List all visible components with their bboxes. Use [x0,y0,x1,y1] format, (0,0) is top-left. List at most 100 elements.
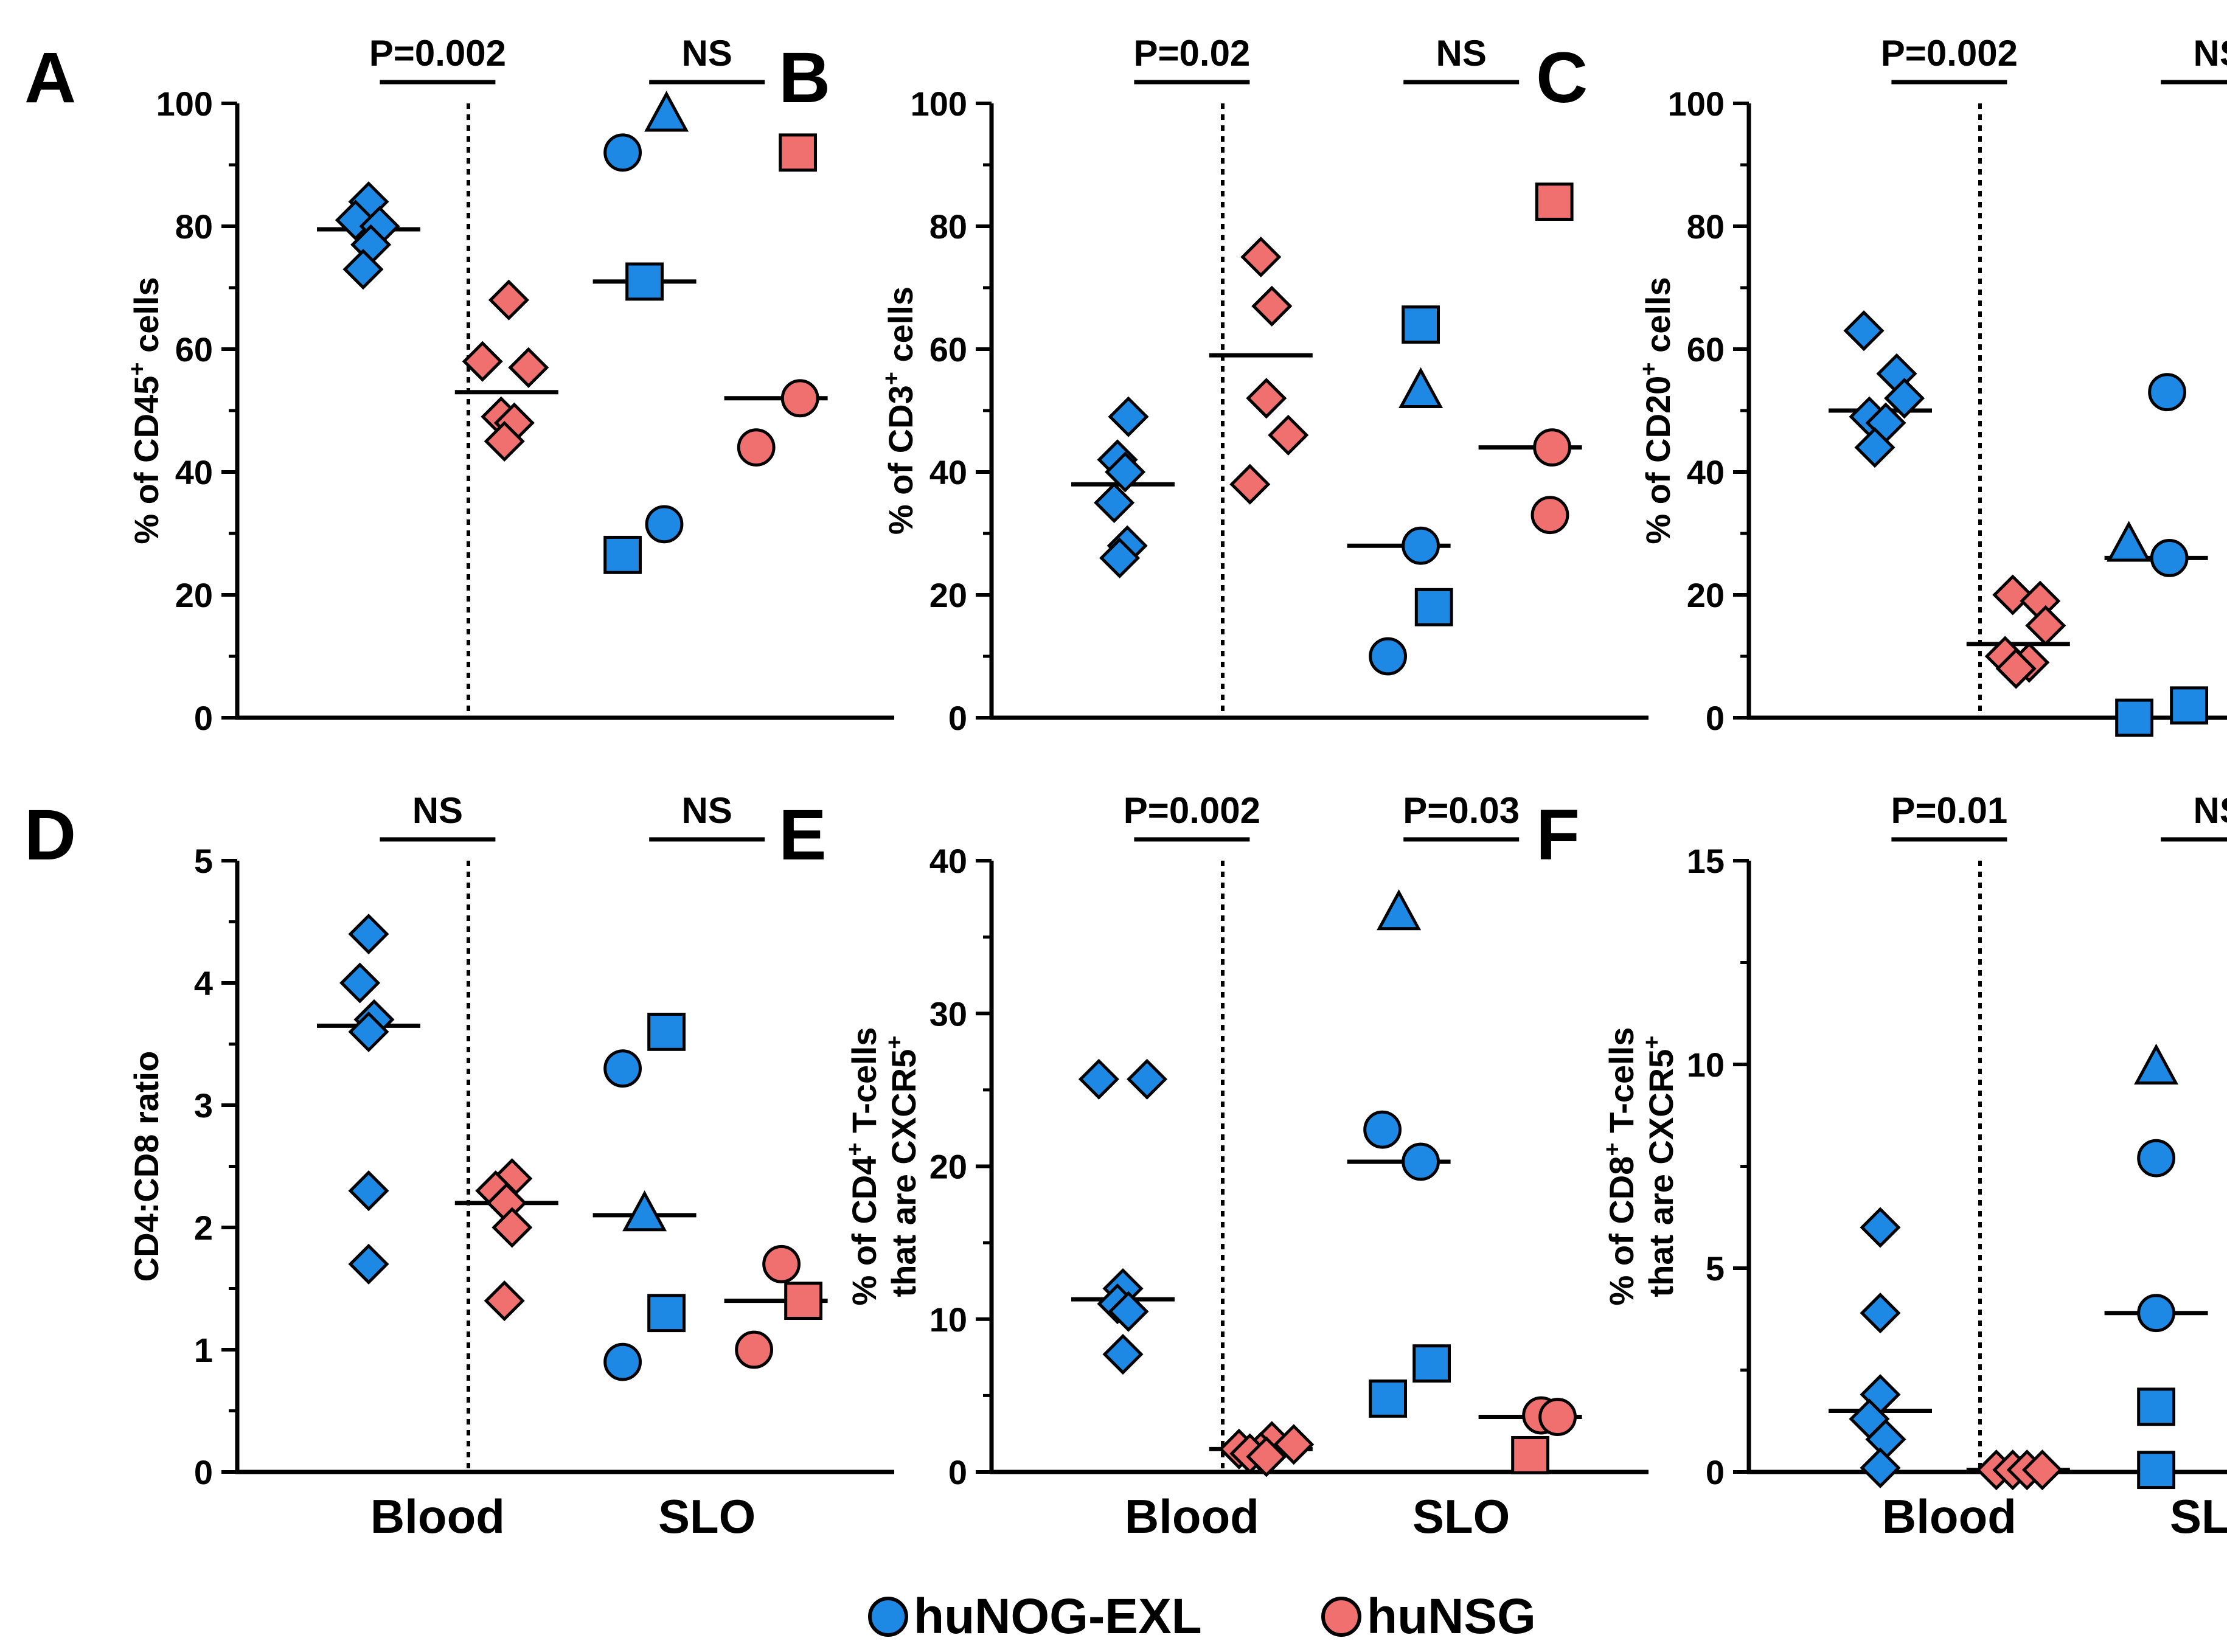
panel-a: A 0 20 40 60 80 100 % of CD45+ cells P=0.002 NS [24,33,894,737]
y-axis-label-part-2: cells [1639,277,1677,362]
data-point-diamond [1854,427,1895,468]
y-axis-label-line2: that are CXCR5+ [882,1036,923,1297]
data-point-diamond [2025,605,2066,647]
data-point-square [779,133,817,172]
p-value-label: NS [412,790,463,831]
y-tick-label: 40 [1687,453,1725,491]
data-point-diamond [339,962,381,1004]
y-axis-label-line2-part-0: that are CXCR5 [1642,1049,1680,1297]
y-axis-label: % of CD20+ cells [1636,277,1677,544]
legend-marker [868,1597,908,1637]
x-group-label: SLO [658,1490,756,1543]
data-point-circle [1538,1398,1577,1436]
y-axis-label: % of CD8+ T-cells [1600,1027,1641,1306]
data-point-diamond [1108,1291,1149,1332]
y-axis-label-part-2: T-cells [845,1027,883,1143]
panel-letter: C [1536,38,1588,118]
y-tick-label: 4 [194,964,213,1002]
data-point-diamond [1229,463,1271,505]
y-tick-label: 60 [1687,330,1725,369]
data-point-diamond [1105,451,1146,493]
y-axis-label-part-1: + [1600,1142,1625,1156]
panel-letter: E [779,795,827,875]
data-point-diamond [2021,1449,2063,1491]
y-axis-label-part-1: + [1636,362,1662,375]
data-point-circle [737,428,776,467]
data-point-triangle [1398,367,1444,408]
y-axis-label-part-1: + [125,362,150,375]
data-point-diamond [462,341,503,382]
y-tick-label: 40 [929,453,967,491]
data-point-diamond [492,1207,533,1248]
y-tick-label: 20 [175,576,213,614]
data-point-circle [603,1342,642,1381]
data-point-diamond [1995,648,2037,689]
data-point-square [2137,1451,2175,1490]
y-tick-label: 0 [194,1453,213,1491]
y-axis-label-part-0: % of CD3 [881,385,920,535]
data-point-diamond [1094,482,1135,524]
p-value-label: NS [2194,790,2227,831]
y-tick-label: 80 [929,207,967,246]
x-group-label: Blood [1882,1490,2017,1543]
data-point-square [2115,698,2153,737]
data-point-circle [603,1049,642,1088]
data-point-circle [2148,373,2187,412]
y-axis-label-part-0: % of CD8 [1602,1156,1641,1306]
panel-letter: F [1536,795,1580,875]
data-point-diamond [1843,310,1885,352]
p-value-label: P=0.01 [1891,790,2007,831]
data-point-circle [1533,428,1572,467]
p-value-label: NS [682,33,732,74]
y-axis-label: % of CD3+ cells [879,286,920,535]
data-point-square [647,1013,686,1051]
data-point-diamond [1992,574,2034,616]
data-point-circle [2137,1139,2176,1178]
y-axis-label-part-0: % of CD4 [845,1156,883,1306]
y-tick-label: 0 [948,699,967,737]
y-axis-label-line2: that are CXCR5+ [1639,1036,1680,1297]
p-value-label: P=0.02 [1133,33,1250,74]
data-point-diamond [484,420,525,462]
data-point-circle [2137,1294,2176,1333]
y-tick-label: 0 [1706,1453,1725,1491]
data-point-diamond [1860,1447,1901,1488]
x-group-label: SLO [2170,1490,2227,1543]
data-point-circle [603,133,642,172]
y-tick-label: 40 [175,453,213,491]
y-axis-label: % of CD45+ cells [125,277,165,544]
data-point-diamond [1268,414,1309,456]
data-point-circle [1363,1110,1402,1149]
y-axis-label-line2-part-1: + [1639,1036,1665,1049]
data-point-diamond [1127,1058,1168,1100]
y-axis-label-part-1: + [879,372,905,385]
y-axis-label-part-0: % of CD45 [127,376,165,544]
data-point-diamond [1251,285,1293,327]
p-value-label: NS [682,790,732,831]
p-value-label: P=0.002 [1881,33,2018,74]
data-point-diamond [1240,236,1282,278]
data-point-diamond [1860,1207,1901,1248]
data-point-circle [735,1330,773,1369]
p-value-label: P=0.002 [369,33,506,74]
data-point-triangle [2134,1043,2179,1085]
y-tick-label: 5 [194,842,213,880]
data-point-circle [1402,526,1440,565]
data-point-circle [1402,1142,1440,1181]
data-point-square [625,262,664,301]
data-point-circle [780,379,819,418]
x-group-label: SLO [1412,1490,1510,1543]
y-axis-label-part-2: cells [881,286,920,372]
data-point-diamond [348,1170,389,1212]
y-tick-label: 100 [1668,85,1725,123]
y-axis-label-part-2: cells [127,277,165,362]
y-tick-label: 15 [1687,842,1725,880]
x-group-label: Blood [1125,1490,1259,1543]
data-point-square [2170,686,2208,725]
y-axis-label: % of CD4+ T-cells [843,1027,883,1306]
y-axis-label-part-2: T-cells [1602,1027,1641,1143]
data-point-diamond [1273,1424,1315,1465]
